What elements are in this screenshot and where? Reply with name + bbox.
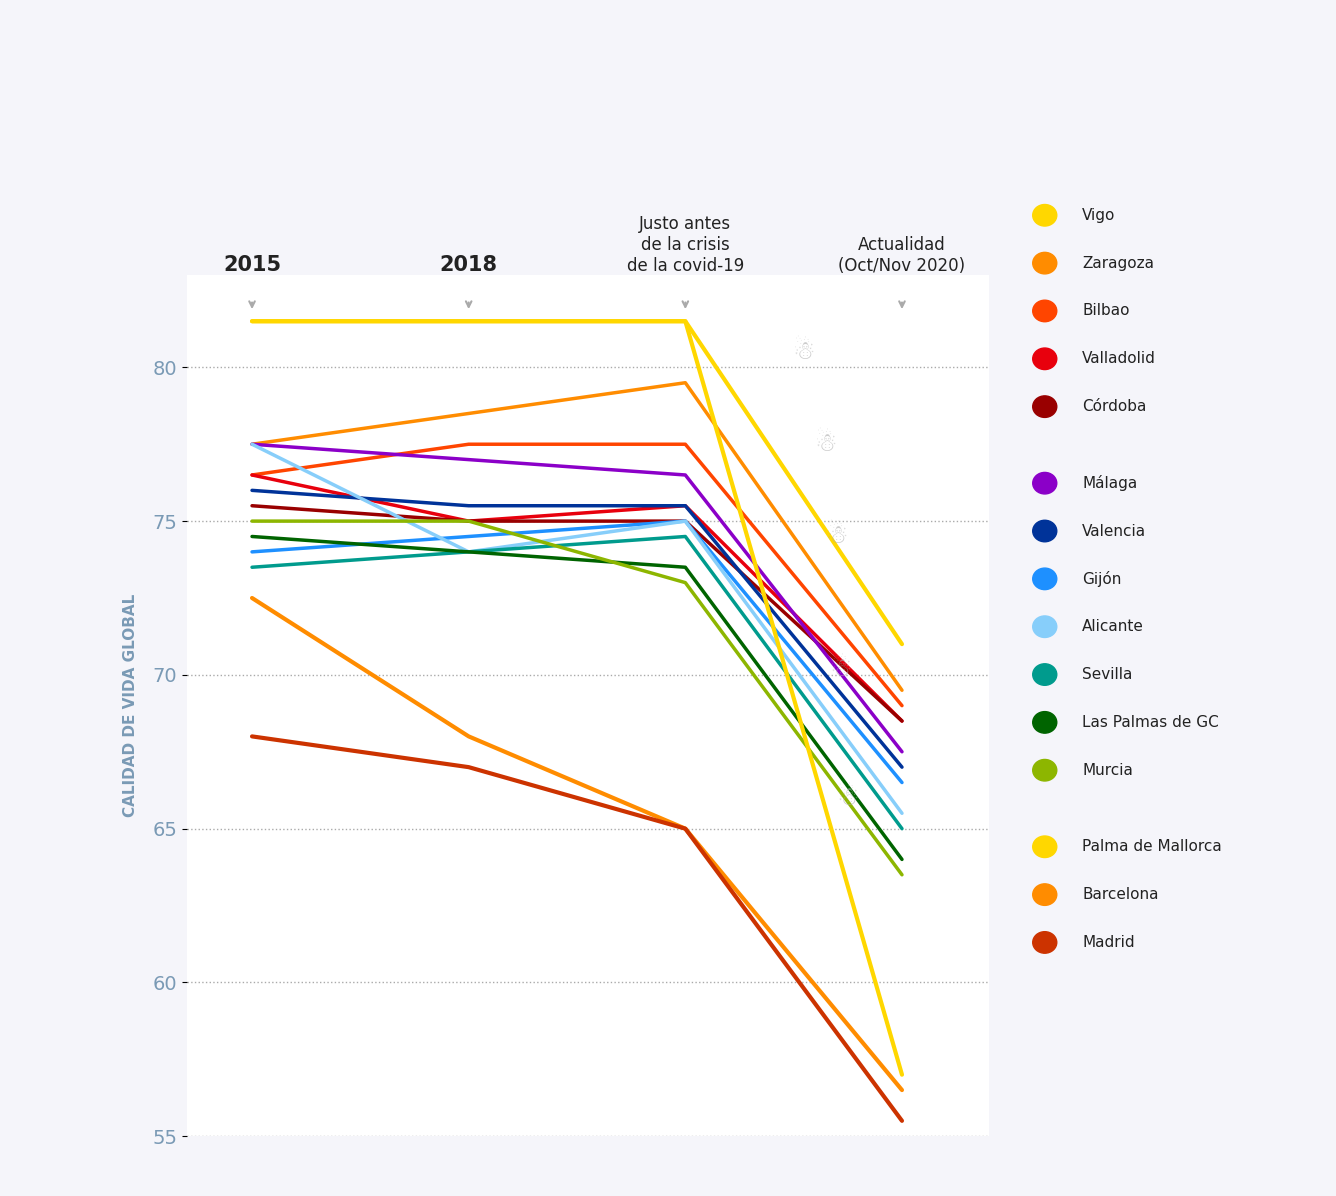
Text: 2018: 2018 (440, 255, 498, 275)
Text: Valencia: Valencia (1082, 524, 1146, 538)
Text: Actualidad
(Oct/Nov 2020): Actualidad (Oct/Nov 2020) (839, 237, 966, 275)
Text: ☃: ☃ (836, 786, 859, 810)
Text: Madrid: Madrid (1082, 935, 1134, 950)
Text: Vigo: Vigo (1082, 208, 1116, 222)
Text: Murcia: Murcia (1082, 763, 1133, 777)
Text: Málaga: Málaga (1082, 475, 1137, 492)
Text: Justo antes
de la crisis
de la covid-19: Justo antes de la crisis de la covid-19 (627, 215, 744, 275)
Text: ☃: ☃ (826, 525, 848, 549)
Text: Barcelona: Barcelona (1082, 887, 1158, 902)
Text: ☃: ☃ (830, 657, 852, 681)
Text: Sevilla: Sevilla (1082, 667, 1133, 682)
Text: Zaragoza: Zaragoza (1082, 256, 1154, 270)
Text: Valladolid: Valladolid (1082, 352, 1156, 366)
Text: Córdoba: Córdoba (1082, 399, 1146, 414)
Text: Alicante: Alicante (1082, 620, 1144, 634)
Text: Palma de Mallorca: Palma de Mallorca (1082, 840, 1222, 854)
Text: Las Palmas de GC: Las Palmas de GC (1082, 715, 1218, 730)
Text: ☃: ☃ (815, 432, 838, 456)
Text: Gijón: Gijón (1082, 570, 1121, 587)
Text: ☃: ☃ (794, 340, 816, 364)
Y-axis label: CALIDAD DE VIDA GLOBAL: CALIDAD DE VIDA GLOBAL (123, 594, 139, 817)
Text: Bilbao: Bilbao (1082, 304, 1130, 318)
Text: 2015: 2015 (223, 255, 281, 275)
